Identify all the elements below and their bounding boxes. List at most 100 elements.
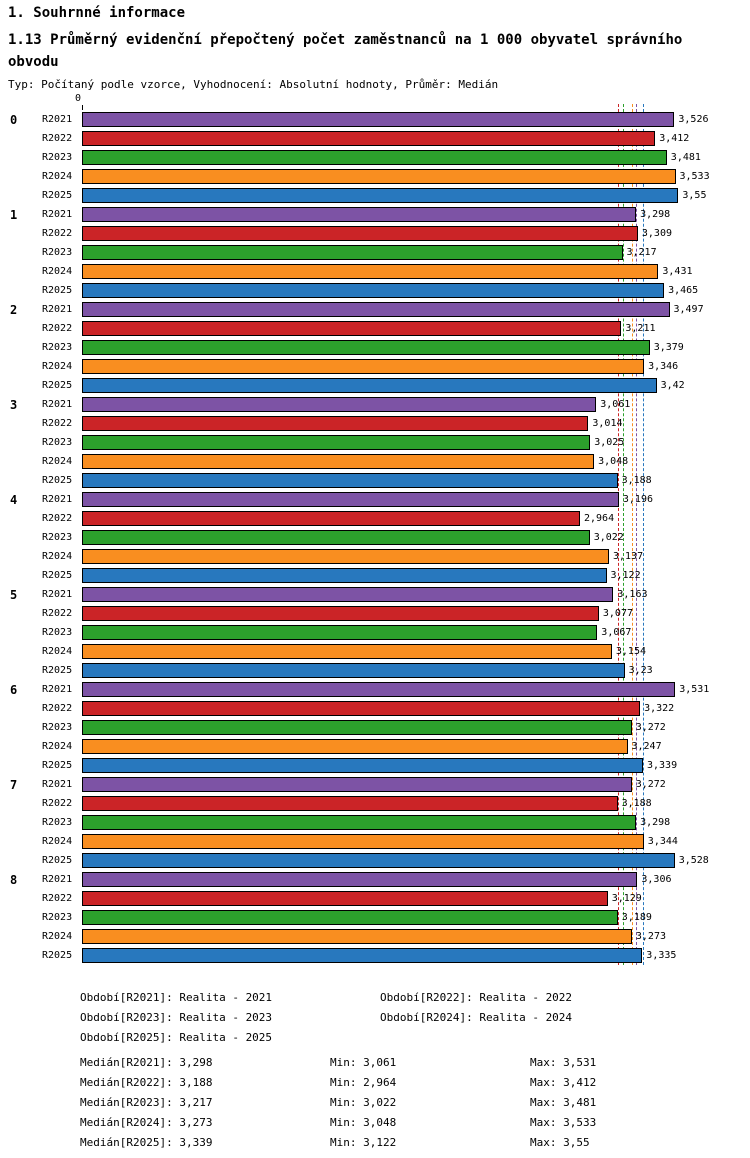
chart-row: 6 R2021 3,531	[0, 680, 750, 699]
series-label: R2023	[42, 247, 73, 258]
median-line-r2023	[622, 104, 624, 965]
legend-item: Období[R2021]: Realita - 2021	[80, 991, 273, 1004]
series-label: R2023	[42, 437, 73, 448]
series-label: R2024	[42, 266, 73, 277]
bar-r2024	[82, 454, 595, 469]
bar-value-label: 3,189	[621, 912, 652, 923]
group-label: 6	[10, 682, 18, 697]
bar-r2021	[82, 777, 632, 792]
bar-r2024	[82, 264, 659, 279]
stat-max: Max: 3,55	[530, 1136, 590, 1149]
chart-row: R2023 3,189	[0, 908, 750, 927]
series-label: R2025	[42, 380, 73, 391]
chart-row: 3 R2021 3,061	[0, 395, 750, 414]
bar-r2025	[82, 378, 657, 393]
bar-r2025	[82, 948, 643, 963]
series-label: R2024	[42, 456, 73, 467]
chart-row: R2023 3,481	[0, 148, 750, 167]
x-axis: 0	[0, 93, 750, 110]
chart-row: R2024 3,273	[0, 927, 750, 946]
series-label: R2025	[42, 190, 73, 201]
chart-row: 5 R2021 3,163	[0, 585, 750, 604]
series-label: R2025	[42, 855, 73, 866]
bar-r2022	[82, 701, 641, 716]
bar-r2023	[82, 435, 591, 450]
bar-value-label: 3,273	[635, 931, 666, 942]
bar-r2022	[82, 226, 638, 241]
chart-row: R2024 3,154	[0, 642, 750, 661]
stat-max: Max: 3,481	[530, 1096, 597, 1109]
x-axis-origin-label: 0	[75, 93, 82, 104]
series-label: R2024	[42, 836, 73, 847]
median-line-r2025	[643, 104, 644, 965]
chart-row: 7 R2021 3,272	[0, 775, 750, 794]
series-label: R2025	[42, 665, 73, 676]
series-label: R2024	[42, 741, 73, 752]
bar-r2024	[82, 644, 612, 659]
bar-value-label: 3,412	[659, 133, 690, 144]
stats-table: Medián[R2021]: 3,298 Min: 3,061 Max: 3,531…	[80, 1056, 750, 1149]
chart-row: R2023 3,298	[0, 813, 750, 832]
stat-min: Min: 3,022	[330, 1096, 397, 1109]
legend-item: Období[R2025]: Realita - 2025	[80, 1031, 273, 1044]
chart-title: 1.13 Průměrný evidenční přepočtený počet…	[8, 32, 683, 70]
bar-value-label: 3,533	[679, 171, 710, 182]
bar-r2024	[82, 169, 676, 184]
bar-value-label: 3,42	[660, 380, 685, 391]
stat-median: Medián[R2025]: 3,339	[80, 1136, 213, 1149]
chart-row: R2024 3,247	[0, 737, 750, 756]
series-label: R2024	[42, 171, 73, 182]
bar-value-label: 3,122	[610, 570, 641, 581]
bar-value-label: 2,964	[584, 513, 615, 524]
series-label: R2021	[42, 684, 73, 695]
series-label: R2022	[42, 323, 73, 334]
chart-row: R2022 2,964	[0, 509, 750, 528]
series-label: R2021	[42, 399, 73, 410]
group-label: 8	[10, 872, 18, 887]
chart-row: R2025 3,55	[0, 186, 750, 205]
chart-row: R2025 3,122	[0, 566, 750, 585]
chart-row: 1 R2021 3,298	[0, 205, 750, 224]
stat-min: Min: 3,122	[330, 1136, 397, 1149]
series-label: R2022	[42, 133, 73, 144]
group-label: 0	[10, 112, 18, 127]
bar-r2021	[82, 302, 670, 317]
bar-value-label: 3,272	[635, 779, 666, 790]
bar-r2021	[82, 682, 676, 697]
chart-row: R2023 3,217	[0, 243, 750, 262]
series-label: R2022	[42, 798, 73, 809]
chart-row: 0 R2021 3,526	[0, 110, 750, 129]
series-label: R2025	[42, 285, 73, 296]
bar-value-label: 3,528	[678, 855, 709, 866]
bar-r2024	[82, 359, 645, 374]
bar-value-label: 3,188	[621, 798, 652, 809]
series-label: R2021	[42, 209, 73, 220]
group-label: 4	[10, 492, 18, 507]
chart-row: R2024 3,346	[0, 357, 750, 376]
bar-r2024	[82, 929, 632, 944]
chart-subtitle: Typ: Počítaný podle vzorce, Vyhodnocení:…	[8, 78, 499, 91]
series-label: R2023	[42, 152, 73, 163]
bar-r2023	[82, 815, 637, 830]
series-label: R2022	[42, 228, 73, 239]
bar-r2021	[82, 397, 597, 412]
chart-row: 4 R2021 3,196	[0, 490, 750, 509]
stat-max: Max: 3,533	[530, 1116, 597, 1129]
bar-r2023	[82, 245, 623, 260]
bar-value-label: 3,188	[621, 475, 652, 486]
stat-median: Medián[R2022]: 3,188	[80, 1076, 213, 1089]
bar-value-label: 3,217	[626, 247, 657, 258]
bar-r2022	[82, 416, 589, 431]
bar-r2023	[82, 530, 590, 545]
median-line-r2022	[617, 104, 619, 965]
bar-value-label: 3,298	[640, 209, 671, 220]
series-label: R2023	[42, 817, 73, 828]
bar-value-label: 3,014	[592, 418, 623, 429]
median-line-r2024	[631, 104, 633, 965]
stat-max: Max: 3,531	[530, 1056, 597, 1069]
bar-value-label: 3,55	[682, 190, 707, 201]
bar-chart-plot: 0 R2021 3,526 R2022 3,412 R2023 3,481 R2024 3,53…	[0, 104, 750, 965]
chart-row: R2025 3,528	[0, 851, 750, 870]
chart-row: R2024 3,048	[0, 452, 750, 471]
bar-r2023	[82, 625, 598, 640]
